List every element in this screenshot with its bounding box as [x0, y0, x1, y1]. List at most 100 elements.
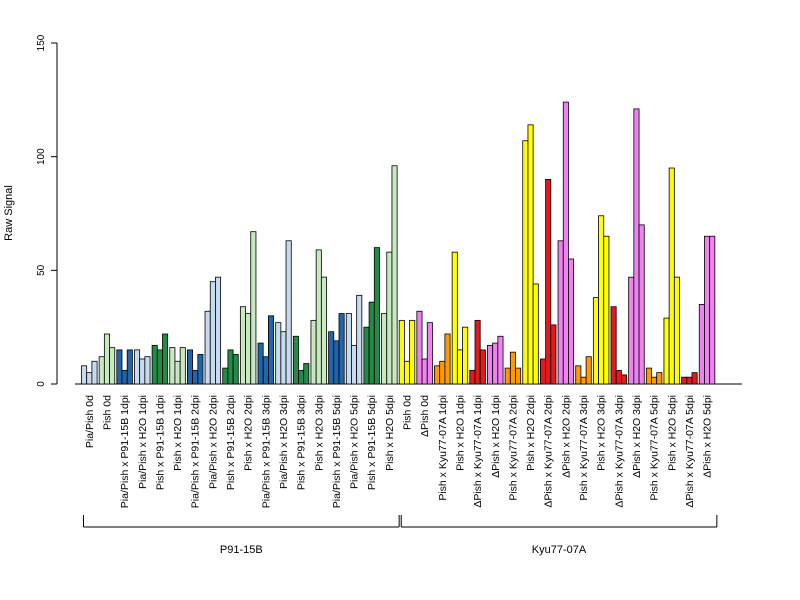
bar — [686, 376, 693, 385]
bar — [673, 276, 680, 385]
x-tick-label: Pish x Kyu77-07A 3dpi — [578, 395, 590, 501]
bar — [227, 349, 234, 385]
bar — [179, 347, 186, 385]
bar — [373, 247, 380, 385]
bar — [333, 340, 340, 385]
bar — [257, 342, 264, 385]
bar — [704, 235, 711, 385]
bar — [139, 358, 146, 385]
bar — [451, 251, 458, 385]
bar — [479, 349, 486, 385]
bar — [638, 224, 645, 385]
bar — [409, 319, 416, 385]
bar — [204, 310, 211, 385]
x-tick-label: ΔPish x H2O 2dpi — [560, 395, 572, 478]
x-tick-label: Pish 0d — [402, 395, 414, 430]
bar — [651, 376, 658, 385]
bar — [439, 360, 446, 385]
bar — [209, 281, 216, 385]
bar — [192, 369, 199, 385]
x-tick-label: ΔPish x Kyu77-07A 5dpi — [684, 395, 696, 508]
x-tick-label: ΔPish x H2O 3dpi — [631, 395, 643, 478]
bar — [398, 319, 405, 385]
bar — [709, 235, 716, 385]
bar — [610, 306, 617, 385]
section-brackets: P91-15B Kyu77-07A — [83, 515, 718, 556]
bar — [633, 108, 640, 385]
bar — [116, 349, 123, 385]
x-tick-label: ΔPish 0d — [419, 395, 431, 437]
bar — [298, 369, 305, 385]
bar — [504, 367, 511, 385]
bar — [598, 215, 605, 385]
bar — [615, 369, 622, 385]
y-tick-label: 0 — [36, 381, 47, 387]
bar — [368, 301, 375, 385]
bar — [280, 331, 287, 385]
section-label: P91-15B — [220, 544, 263, 556]
bar — [575, 365, 582, 385]
x-tick-label: Pia/Pish x P91-15B 2dpi — [190, 395, 202, 508]
bar — [628, 276, 635, 385]
x-tick-label: Pia/Pish x H2O 3dpi — [278, 395, 290, 489]
x-tick-label: Pia/Pish x P91-15B 5dpi — [331, 395, 343, 508]
bar — [103, 333, 110, 385]
bar — [215, 276, 222, 385]
bar — [474, 319, 481, 385]
bar — [557, 240, 564, 385]
bar — [562, 101, 569, 385]
bar — [156, 349, 163, 385]
x-tick-label: Pish x H2O 5dpi — [384, 395, 396, 471]
bar — [532, 283, 539, 385]
bar — [444, 333, 451, 385]
bar — [545, 178, 552, 385]
bar — [391, 165, 398, 385]
bar — [698, 304, 705, 385]
bar — [592, 297, 599, 385]
x-tick-label: Pish x H2O 2dpi — [243, 395, 255, 471]
bar — [527, 124, 534, 385]
bar — [239, 306, 246, 385]
x-tick-label: ΔPish x Kyu77-07A 3dpi — [613, 395, 625, 508]
bar — [568, 258, 575, 385]
bar — [356, 294, 363, 385]
bar — [86, 372, 93, 385]
bar — [386, 251, 393, 385]
bar — [580, 376, 587, 385]
x-tick-label: Pish x P91-15B 2dpi — [225, 395, 237, 490]
y-tick-label: 50 — [36, 264, 47, 276]
x-tick-label: Pish x H2O 3dpi — [313, 395, 325, 471]
bar — [134, 349, 141, 385]
section-label: Kyu77-07A — [532, 544, 587, 556]
bar — [603, 235, 610, 385]
x-tick-label: Pia/Pish x H2O 1dpi — [137, 395, 149, 489]
bar — [121, 369, 128, 385]
x-tick-label: Pish x P91-15B 1dpi — [154, 395, 166, 490]
bar — [81, 365, 88, 385]
x-tick-label: ΔPish x Kyu77-07A 1dpi — [472, 395, 484, 508]
x-tick-label: ΔPish x H2O 5dpi — [702, 395, 714, 478]
bar — [186, 349, 193, 385]
bar — [681, 376, 688, 385]
bar — [363, 326, 370, 385]
bar — [434, 365, 441, 385]
bar — [462, 326, 469, 385]
bar — [275, 322, 282, 385]
bar — [515, 367, 522, 385]
x-tick-label: Pish x H2O 3dpi — [596, 395, 608, 471]
bar — [585, 356, 592, 385]
x-tick-label: Pia/Pish x H2O 2dpi — [207, 395, 219, 489]
x-tick-label: Pish x Kyu77-07A 2dpi — [507, 395, 519, 501]
bar — [328, 331, 335, 385]
bar — [126, 349, 133, 385]
bar — [416, 310, 423, 385]
bar — [91, 360, 98, 385]
bar — [656, 372, 663, 385]
bar — [691, 372, 698, 385]
x-tick-label: Pish x P91-15B 5dpi — [366, 395, 378, 490]
x-tick-label: Pish x H2O 5dpi — [666, 395, 678, 471]
bar — [169, 347, 176, 385]
bar — [645, 367, 652, 385]
bar — [509, 351, 516, 385]
bar — [487, 344, 494, 385]
